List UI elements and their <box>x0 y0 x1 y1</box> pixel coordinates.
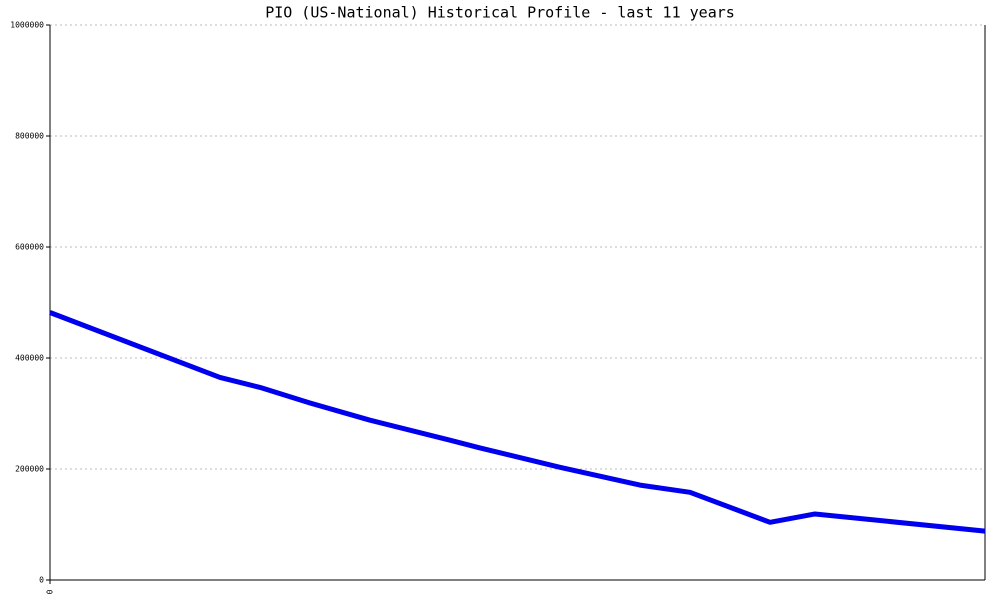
chart-title: PIO (US-National) Historical Profile - l… <box>265 4 735 22</box>
y-tick-label: 800000 <box>15 132 44 141</box>
y-tick-label: 0 <box>39 576 44 585</box>
x-tick-label: 0 <box>46 589 55 594</box>
y-tick-label: 400000 <box>15 354 44 363</box>
data-line <box>49 310 986 534</box>
y-tick-label: 1000000 <box>10 21 44 30</box>
y-tick-label: 600000 <box>15 243 44 252</box>
y-tick-label: 200000 <box>15 465 44 474</box>
